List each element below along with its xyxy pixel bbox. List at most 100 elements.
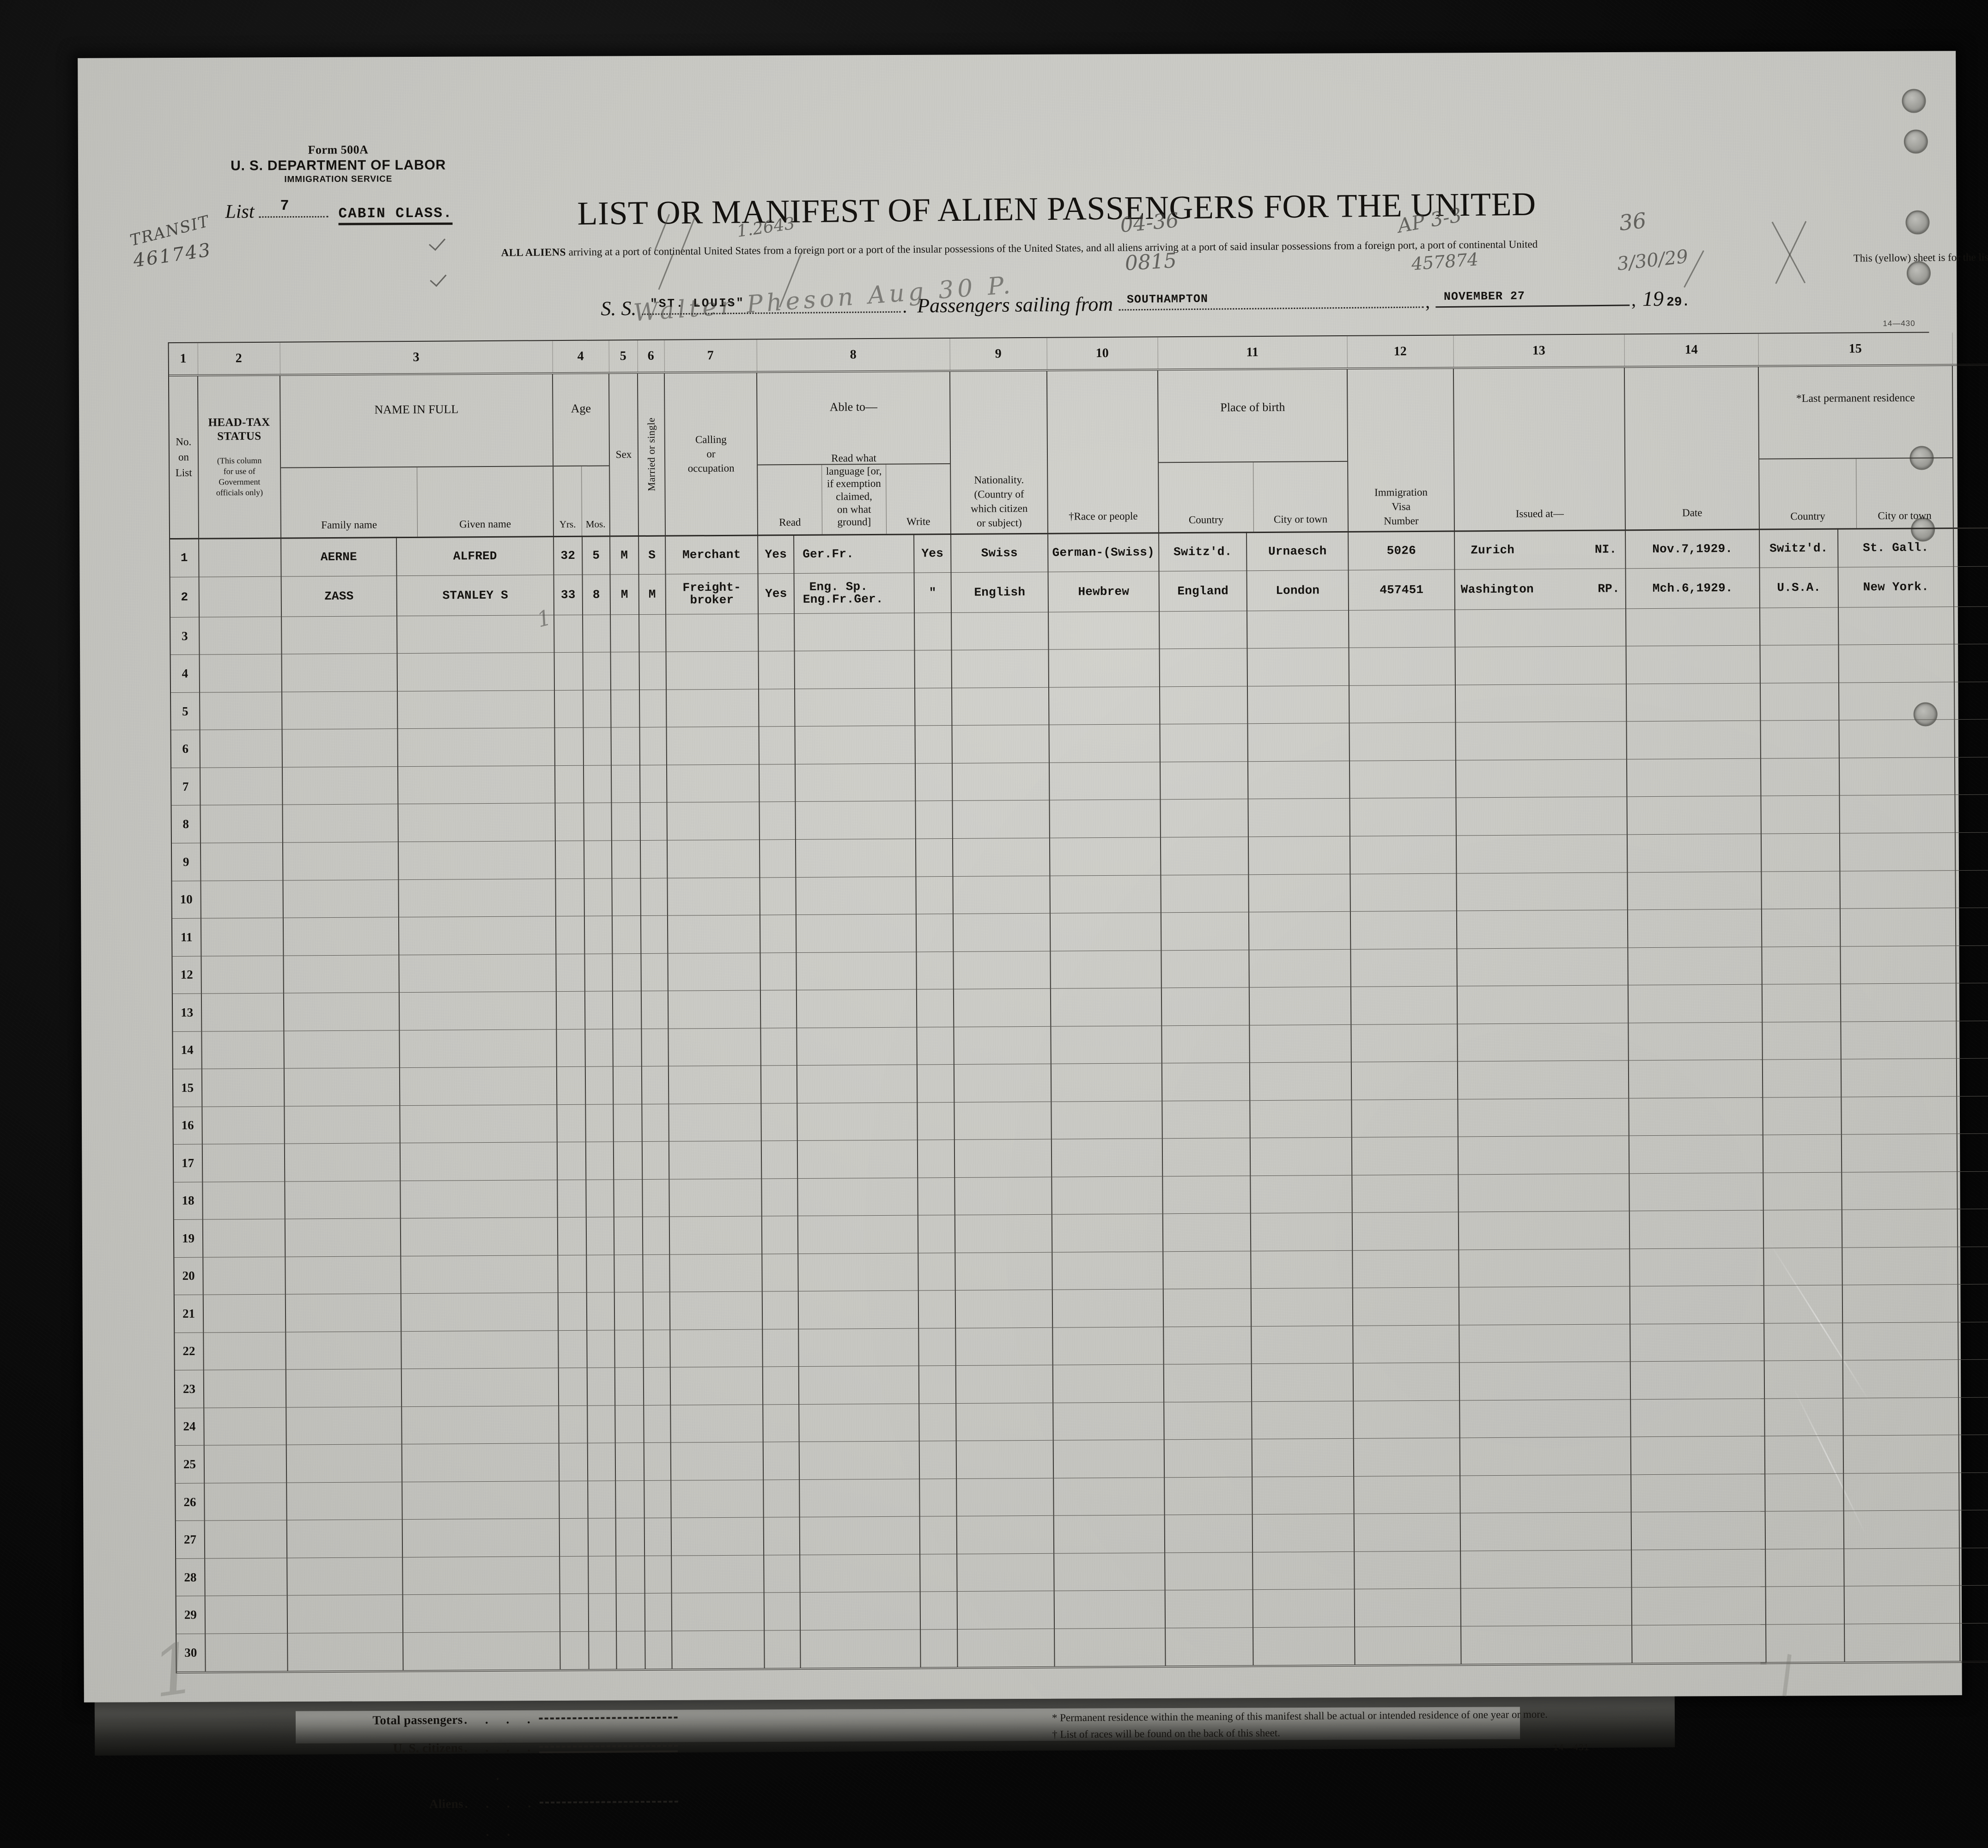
cell-empty [586, 1217, 614, 1255]
cell-empty [1631, 1549, 1766, 1588]
port-field[interactable]: SOUTHAMPTON [1118, 282, 1424, 311]
cell-empty [402, 1594, 560, 1633]
cell-empty [400, 1180, 558, 1218]
cell-empty [1456, 872, 1628, 911]
cell-no: 29 [176, 1596, 206, 1634]
cell-empty [1956, 982, 1988, 1021]
header-no-l1: No. [176, 436, 192, 448]
cell-empty [641, 991, 669, 1029]
cell-empty [1352, 1174, 1459, 1213]
cell-residence-country: Switz'd. [1759, 528, 1838, 568]
colnum-15: 15 [1758, 333, 1952, 366]
cell-empty [671, 1555, 764, 1594]
cell-empty [1632, 1624, 1766, 1664]
ship-name-field[interactable]: "ST. LOUIS" [641, 287, 901, 315]
cell-empty [1052, 1213, 1163, 1252]
annotation-transit: TRANSIT [128, 212, 212, 250]
cell-no: 23 [175, 1370, 204, 1408]
list-number-rule: 7 [259, 197, 328, 218]
cell-empty [1841, 1096, 1957, 1135]
cell-empty [1839, 720, 1955, 758]
cell-empty [1843, 1510, 1960, 1549]
cell-empty [284, 1030, 400, 1069]
cell-empty [1351, 1099, 1458, 1138]
cell-empty [1165, 1627, 1253, 1667]
cell-empty [915, 838, 953, 877]
colnum-right-strip [1952, 332, 1988, 365]
cell-empty [612, 915, 641, 954]
cell-empty [1163, 1288, 1252, 1327]
cell-empty [794, 650, 915, 689]
cell-empty [1353, 1363, 1460, 1401]
cell-empty [666, 764, 760, 803]
cell-empty [668, 1028, 761, 1066]
checkmark-icon [430, 269, 447, 287]
cell-empty [1841, 1058, 1957, 1097]
cell-empty [1626, 683, 1761, 722]
cell-empty [1350, 986, 1458, 1024]
cell-empty [642, 1103, 669, 1142]
header-family-name: Family name [321, 519, 377, 531]
colnum-4: 4 [552, 340, 609, 374]
cell-empty [1626, 645, 1760, 684]
cell-empty [399, 954, 556, 993]
cell-empty [202, 1181, 285, 1220]
cell-empty [1954, 757, 1988, 795]
cell-empty [284, 1067, 400, 1106]
cell-empty [1460, 1550, 1632, 1589]
cell-empty [645, 1630, 672, 1670]
cell-empty [918, 1365, 956, 1404]
cell-empty [952, 800, 1050, 839]
cell-empty [200, 729, 282, 768]
cell-empty [286, 1519, 403, 1558]
cell-empty [761, 1103, 797, 1141]
header-visa-label: Immigration Visa Number [1374, 486, 1428, 527]
aliens-value[interactable] [539, 1800, 678, 1804]
year-suffix: 29. [1666, 295, 1690, 310]
cell-empty [205, 1595, 288, 1634]
cell-empty [1162, 1138, 1251, 1176]
cell-empty [1958, 1284, 1988, 1322]
cell-empty [670, 1367, 763, 1405]
department-name: U. S. DEPARTMENT OF LABOR [231, 157, 446, 174]
cell-empty [1630, 1323, 1764, 1362]
cell-empty [1252, 1589, 1355, 1628]
cell-empty [1252, 1438, 1354, 1477]
punch-hole [1903, 129, 1928, 154]
date-field[interactable]: NOVEMBER 27 [1435, 280, 1630, 308]
cell-empty [760, 877, 796, 915]
cell-empty [283, 917, 399, 956]
cell-empty [1455, 684, 1627, 723]
total-passengers-dots: . . . . [464, 1712, 538, 1727]
cell-empty [1627, 834, 1762, 872]
cell-empty [798, 1366, 919, 1405]
us-citizens-value[interactable] [539, 1745, 678, 1748]
cell-empty [1251, 1250, 1353, 1289]
total-passengers-value[interactable] [539, 1716, 678, 1720]
cell-empty [1629, 1248, 1764, 1286]
cell-empty [203, 1256, 286, 1295]
cell-empty [558, 1254, 587, 1293]
cell-occupation: Merchant [665, 535, 758, 574]
cell-empty [1350, 948, 1457, 987]
cell-head-tax [199, 576, 282, 618]
cell-empty [1051, 1063, 1162, 1102]
header-name-group-label: NAME IN FULL [374, 402, 459, 417]
cell-empty [1764, 1360, 1843, 1399]
cell-empty [1460, 1474, 1631, 1514]
cell-empty [1458, 1135, 1629, 1175]
cell-empty [1459, 1399, 1631, 1438]
cell-empty [585, 1141, 614, 1180]
cell-empty [1840, 945, 1956, 984]
cell-empty [559, 1518, 589, 1557]
cell-empty [670, 1329, 763, 1368]
cell-empty [1630, 1398, 1765, 1437]
cell-issued-at: Zurich NI. [1454, 530, 1626, 570]
cell-no: 9 [171, 843, 201, 881]
cell-empty [610, 614, 639, 653]
cell-empty [1249, 949, 1351, 988]
cell-empty [614, 1254, 643, 1293]
cell-empty [666, 689, 759, 727]
cell-empty [200, 767, 283, 806]
cell-empty [762, 1329, 799, 1367]
